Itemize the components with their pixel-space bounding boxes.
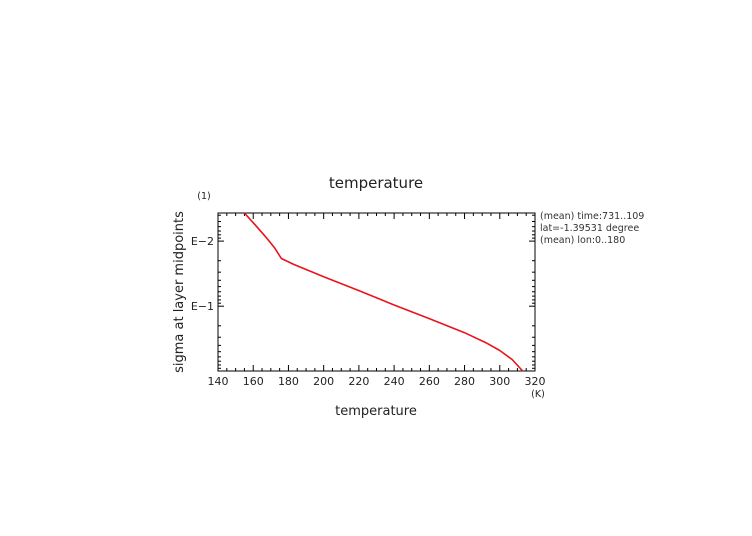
y-tick-label: E−2 xyxy=(191,235,214,248)
temperature-series-line xyxy=(243,212,524,372)
x-tick-label: 260 xyxy=(419,375,440,388)
x-tick-label: 320 xyxy=(525,375,546,388)
chart-title: temperature xyxy=(329,174,423,192)
annotation-block: (mean) time:731..109 lat=-1.39531 degree… xyxy=(540,211,644,246)
x-tick-label: 140 xyxy=(208,375,229,388)
x-axis-unit: (K) xyxy=(531,389,545,400)
x-axis-ticks: 140 160 180 200 220 240 260 280 300 320 xyxy=(208,213,546,388)
x-tick-label: 220 xyxy=(348,375,369,388)
series-layer xyxy=(243,212,524,372)
y-axis-ticks: E−2 E−1 xyxy=(191,214,535,369)
y-axis-unit: (1) xyxy=(197,191,210,202)
x-tick-label: 200 xyxy=(313,375,334,388)
x-tick-label: 180 xyxy=(278,375,299,388)
annotation-lon: (mean) lon:0..180 xyxy=(540,235,625,246)
x-tick-label: 240 xyxy=(384,375,405,388)
x-tick-label: 280 xyxy=(454,375,475,388)
y-axis-title: sigma at layer midpoints xyxy=(172,211,187,373)
x-tick-label: 160 xyxy=(243,375,264,388)
y-tick-label: E−1 xyxy=(191,300,214,313)
x-tick-label: 300 xyxy=(489,375,510,388)
annotation-time: (mean) time:731..109 xyxy=(540,211,644,222)
annotation-lat: lat=-1.39531 degree xyxy=(540,223,639,234)
x-axis-title: temperature xyxy=(335,404,417,419)
